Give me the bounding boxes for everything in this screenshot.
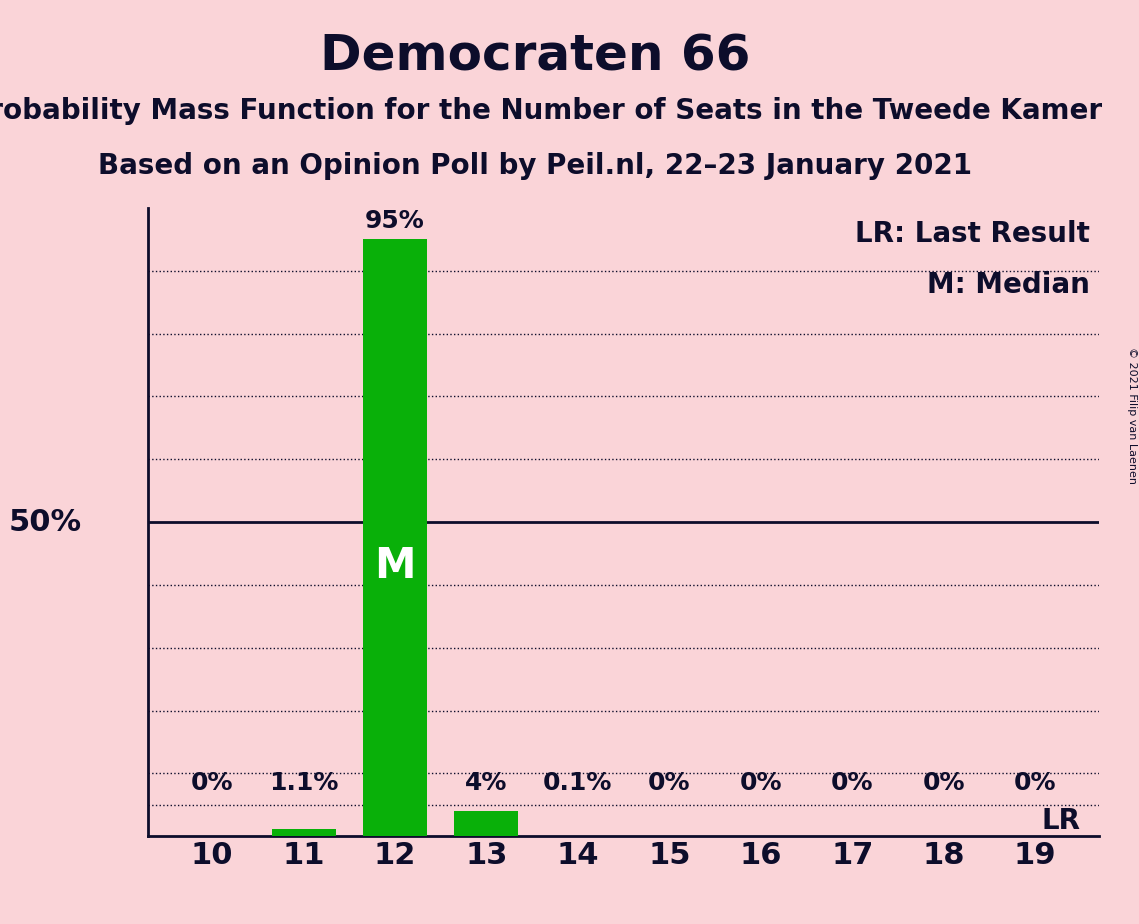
Text: Democraten 66: Democraten 66 [320, 32, 751, 80]
Text: 95%: 95% [366, 209, 425, 233]
Text: © 2021 Filip van Laenen: © 2021 Filip van Laenen [1126, 347, 1137, 484]
Text: 0.1%: 0.1% [543, 772, 613, 796]
Bar [454, 811, 518, 836]
Bar [363, 239, 427, 836]
Text: 0%: 0% [831, 772, 874, 796]
Text: LR: LR [1042, 807, 1081, 834]
Text: 0%: 0% [191, 772, 233, 796]
Text: 50%: 50% [8, 507, 82, 537]
Text: 4%: 4% [465, 772, 508, 796]
Text: M: Median: M: Median [927, 271, 1090, 298]
Text: 1.1%: 1.1% [269, 772, 338, 796]
Text: 0%: 0% [648, 772, 690, 796]
Text: Based on an Opinion Poll by Peil.nl, 22–23 January 2021: Based on an Opinion Poll by Peil.nl, 22–… [98, 152, 973, 180]
Text: 0%: 0% [1014, 772, 1056, 796]
Text: 0%: 0% [739, 772, 782, 796]
Text: M: M [375, 545, 416, 587]
Bar [271, 830, 336, 836]
Text: 0%: 0% [923, 772, 965, 796]
Text: LR: Last Result: LR: Last Result [854, 221, 1090, 249]
Text: Probability Mass Function for the Number of Seats in the Tweede Kamer: Probability Mass Function for the Number… [0, 97, 1101, 125]
